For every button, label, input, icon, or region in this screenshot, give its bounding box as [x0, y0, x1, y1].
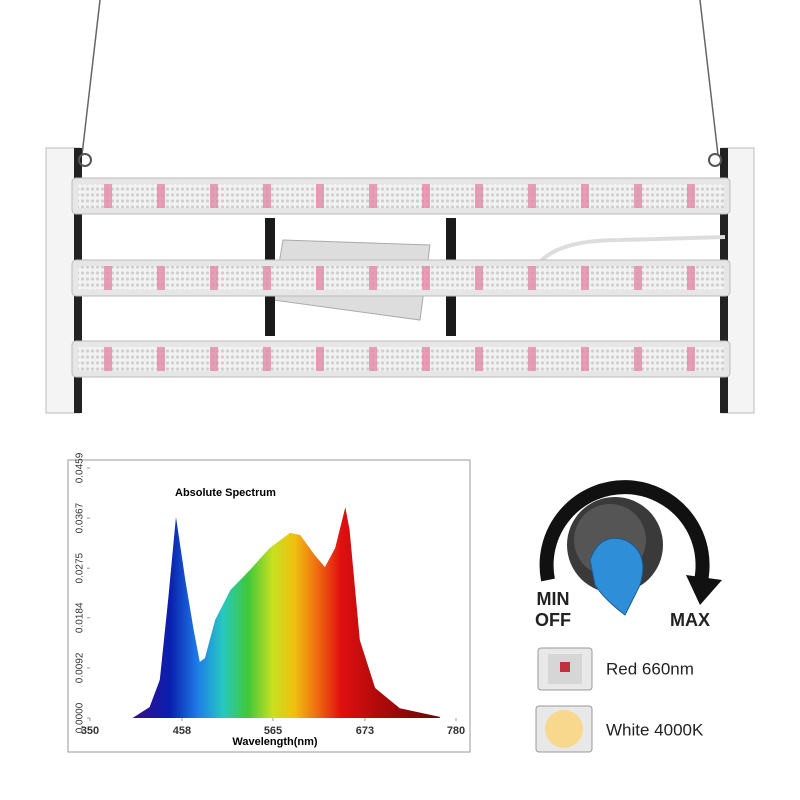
grow-light — [45, 0, 755, 414]
x-tick-label: 780 — [447, 725, 465, 737]
off-label: OFF — [535, 610, 571, 630]
chart-title: Absolute Spectrum — [175, 487, 276, 499]
x-tick-label: 565 — [264, 725, 282, 737]
x-axis-label: Wavelength(nm) — [232, 736, 317, 748]
min-label: MIN — [537, 589, 570, 609]
red-led-icon — [537, 647, 593, 691]
white-led-label: White 4000K — [606, 720, 704, 739]
x-tick-label: 458 — [173, 725, 191, 737]
y-tick-label: 0.0459 — [75, 452, 86, 483]
dimmer-knob — [539, 480, 722, 616]
y-tick-label: 0.0367 — [75, 502, 86, 533]
spectrum-chart: Absolute Spectrum Wavelength(nm) 0.0000 0… — [75, 452, 466, 748]
y-tick-label: 0.0275 — [75, 552, 86, 583]
red-led-label: Red 660nm — [606, 659, 694, 678]
x-tick-label: 673 — [356, 725, 374, 737]
spectrum-area — [132, 507, 440, 718]
white-led-icon — [535, 705, 593, 753]
max-label: MAX — [670, 610, 710, 630]
y-tick-label: 0.0184 — [75, 602, 86, 633]
y-tick-label: 0.0000 — [75, 702, 86, 733]
y-tick-label: 0.0092 — [75, 652, 86, 683]
x-tick-label: 350 — [81, 725, 99, 737]
